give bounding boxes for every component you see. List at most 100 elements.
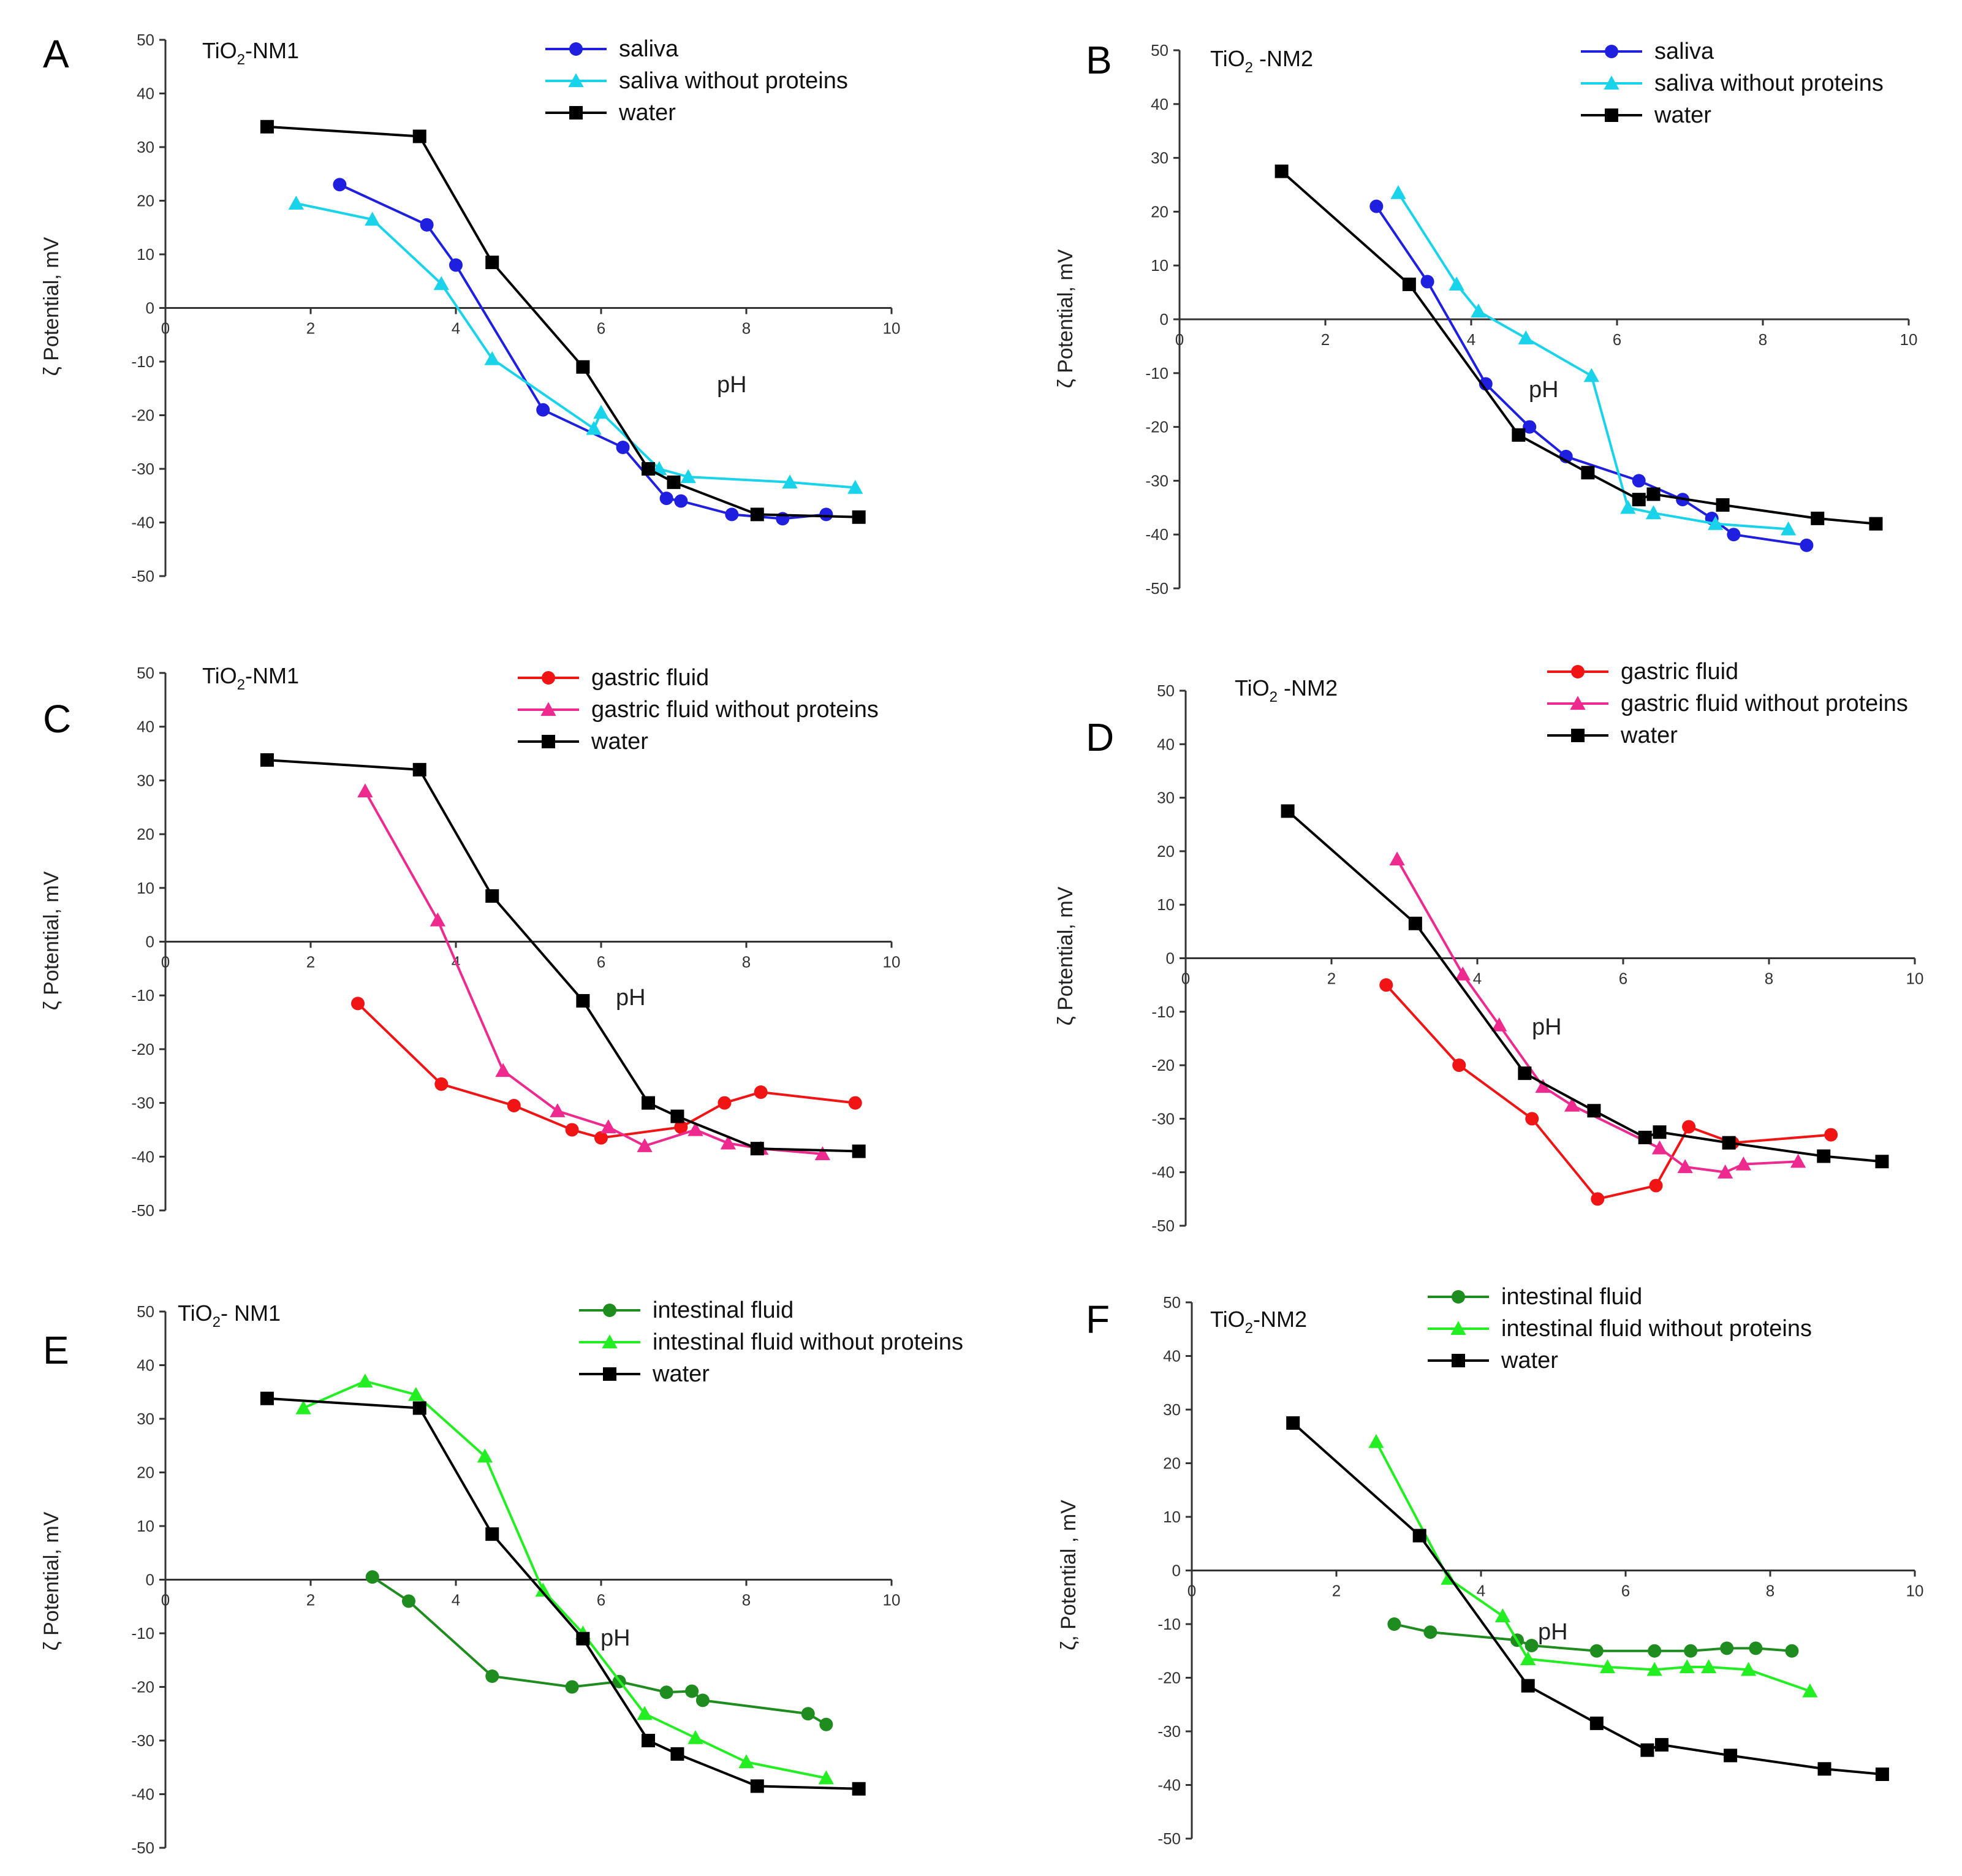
- data-point: [814, 1146, 831, 1161]
- panel-title-main: TiO: [1235, 675, 1270, 701]
- data-point: [819, 507, 833, 522]
- data-point: [642, 1734, 656, 1747]
- y-tick-label: 10: [137, 1517, 154, 1535]
- legend-label: saliva without proteins: [619, 68, 848, 94]
- y-tick-label: 50: [137, 31, 154, 49]
- data-point: [1402, 277, 1416, 291]
- legend-label: gastric fluid without proteins: [591, 697, 879, 723]
- data-point: [565, 1123, 579, 1137]
- panel-title: TiO2- NM1: [178, 1301, 281, 1331]
- y-tick-label: -30: [131, 1731, 154, 1750]
- y-tick-label: 50: [137, 664, 154, 682]
- legend: gastric fluid gastric fluid without prote…: [518, 665, 879, 754]
- panel-title: TiO2-NM1: [202, 663, 299, 693]
- data-point: [484, 351, 500, 365]
- series-gastric-fluid-without-proteins: [1389, 851, 1806, 1179]
- y-tick-label: 0: [146, 933, 154, 951]
- data-point: [1781, 521, 1797, 536]
- data-point: [750, 507, 764, 522]
- data-point: [1471, 303, 1487, 317]
- data-point: [1646, 1661, 1662, 1676]
- legend-marker: [1452, 1290, 1465, 1304]
- data-point: [1512, 428, 1526, 442]
- y-tick-label: -30: [131, 460, 154, 478]
- legend: gastric fluid gastric fluid without prote…: [1547, 659, 1908, 748]
- x-tick-label: 6: [597, 1591, 605, 1609]
- data-point: [1653, 1125, 1667, 1139]
- y-tick-label: -40: [131, 514, 154, 532]
- y-tick-label: -50: [1145, 579, 1168, 598]
- data-point: [351, 997, 365, 1011]
- legend: intestinal fluid intestinal fluid without…: [579, 1297, 963, 1387]
- series-intestinal-fluid: [1387, 1617, 1799, 1658]
- series-water: [260, 120, 866, 524]
- data-point: [1735, 1156, 1751, 1171]
- legend-marker: [568, 73, 584, 88]
- data-point: [1281, 804, 1295, 818]
- data-point: [586, 420, 602, 435]
- panel-title-main: TiO: [178, 1301, 213, 1326]
- data-point: [1749, 1641, 1763, 1655]
- data-point: [536, 403, 550, 417]
- y-tick-label: -10: [1145, 364, 1168, 382]
- data-point: [1455, 966, 1471, 981]
- data-point: [357, 783, 373, 798]
- y-tick-label: 50: [1151, 41, 1168, 59]
- data-point: [1684, 1644, 1698, 1658]
- series-line: [1281, 170, 1876, 525]
- panel-title-rest: -NM1: [245, 663, 299, 688]
- legend-marker: [603, 1367, 616, 1381]
- legend-label: water: [1501, 1348, 1558, 1373]
- y-tick-label: -40: [131, 1147, 154, 1166]
- panel-title-main: TiO: [1210, 1307, 1245, 1332]
- data-point: [1720, 1641, 1734, 1655]
- series-line: [1393, 1623, 1792, 1652]
- series-water: [260, 1391, 866, 1796]
- x-tick-label: 6: [1621, 1582, 1630, 1600]
- legend-marker: [1452, 1354, 1465, 1367]
- data-point: [718, 1096, 732, 1110]
- data-point: [1701, 1659, 1717, 1674]
- data-point: [1389, 851, 1405, 866]
- y-tick-label: -40: [131, 1785, 154, 1804]
- data-point: [1632, 493, 1646, 507]
- legend-label: gastric fluid without proteins: [1621, 691, 1908, 716]
- data-point: [687, 1730, 703, 1744]
- legend-label: water: [1620, 723, 1678, 748]
- panel-label: D: [1086, 715, 1114, 759]
- series-line: [267, 759, 859, 1153]
- legend-label: saliva: [619, 36, 679, 62]
- panel-title: TiO2 -NM2: [1235, 675, 1338, 705]
- y-tick-label: -50: [131, 1201, 154, 1220]
- y-tick-label: 30: [137, 1410, 154, 1428]
- series-line: [371, 1576, 827, 1726]
- legend-label: water: [591, 729, 648, 754]
- legend-label: intestinal fluid: [1501, 1284, 1642, 1310]
- legend-label: water: [618, 100, 676, 126]
- x-tick-label: 10: [883, 1591, 901, 1609]
- y-tick-label: 10: [137, 245, 154, 264]
- data-point: [1589, 1716, 1604, 1730]
- data-point: [1632, 474, 1646, 488]
- panel-title-rest: -NM2: [1278, 675, 1338, 701]
- data-point: [485, 256, 499, 270]
- data-point: [670, 1747, 684, 1761]
- data-point: [1655, 1737, 1668, 1752]
- data-point: [637, 1138, 653, 1152]
- data-point: [818, 1770, 834, 1785]
- data-point: [1716, 498, 1730, 512]
- x-tick-label: 6: [597, 319, 605, 338]
- data-point: [750, 1779, 764, 1793]
- data-point: [1423, 1625, 1437, 1639]
- data-point: [1518, 330, 1534, 344]
- x-tick-label: 10: [1906, 970, 1924, 988]
- data-point: [754, 1085, 768, 1099]
- data-point: [674, 1120, 688, 1134]
- panel-title-subscript: 2: [237, 51, 245, 68]
- data-point: [1724, 1749, 1738, 1763]
- data-point: [485, 889, 499, 903]
- legend: saliva saliva without proteins water: [545, 36, 848, 126]
- data-point: [852, 510, 866, 524]
- data-point: [750, 1142, 764, 1156]
